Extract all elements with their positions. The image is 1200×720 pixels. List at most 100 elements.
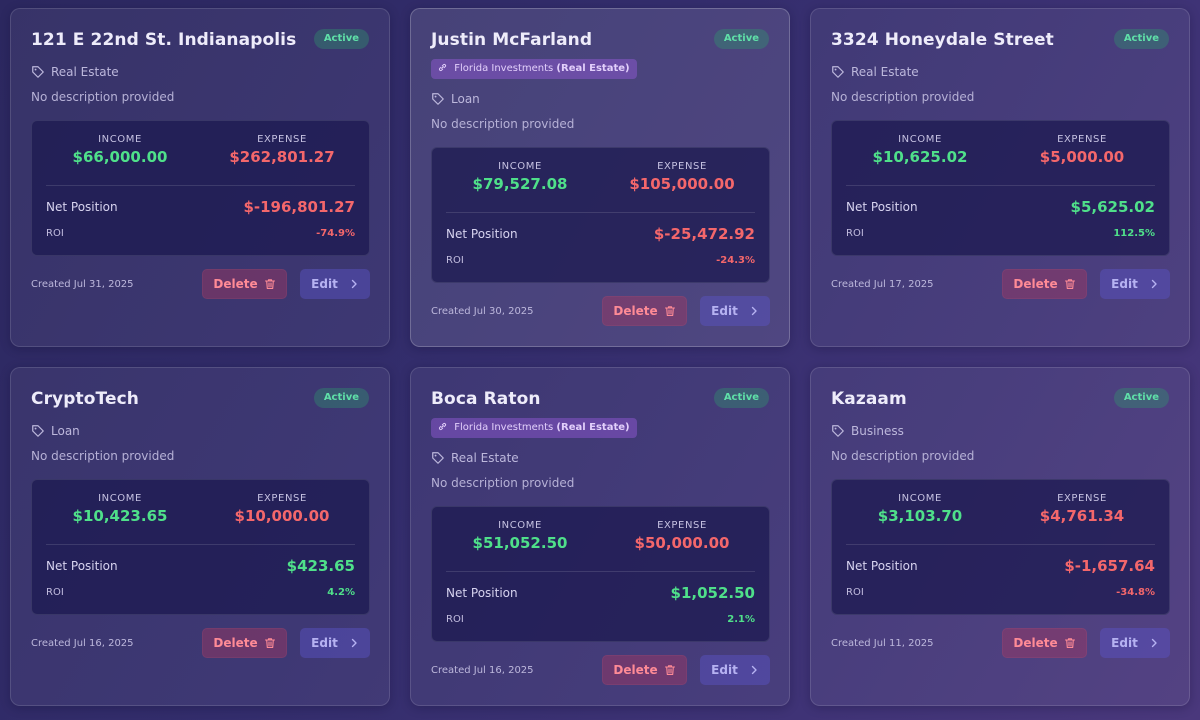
income-label: INCOME bbox=[98, 134, 142, 145]
description: No description provided bbox=[831, 449, 975, 463]
expense-value: $105,000.00 bbox=[629, 175, 735, 193]
trash-icon bbox=[664, 306, 675, 317]
net-position-label: Net Position bbox=[46, 200, 118, 214]
roi-label: ROI bbox=[446, 614, 464, 625]
edit-label: Edit bbox=[311, 277, 338, 291]
status-badge: Active bbox=[1113, 388, 1169, 408]
card-title: Boca Raton bbox=[431, 389, 541, 409]
linked-group-type: (Real Estate) bbox=[556, 422, 630, 433]
net-position-value: $-196,801.27 bbox=[243, 198, 355, 216]
expense-label: EXPENSE bbox=[257, 493, 307, 504]
expense-stat: EXPENSE $5,000.00 bbox=[1002, 134, 1162, 166]
expense-stat: EXPENSE $4,761.34 bbox=[1002, 493, 1162, 525]
delete-label: Delete bbox=[213, 277, 258, 291]
divider bbox=[46, 185, 355, 186]
edit-button[interactable]: Edit bbox=[300, 269, 370, 299]
investment-card[interactable]: CryptoTech Active Loan No description pr… bbox=[10, 367, 390, 706]
chevron-right-icon bbox=[1151, 279, 1157, 289]
investment-card[interactable]: Kazaam Active Business No description pr… bbox=[810, 367, 1190, 706]
divider bbox=[446, 212, 755, 213]
net-position-label: Net Position bbox=[846, 200, 918, 214]
category-label: Loan bbox=[51, 424, 80, 438]
created-date: Created Jul 11, 2025 bbox=[831, 638, 934, 649]
net-position-label: Net Position bbox=[446, 227, 518, 241]
edit-label: Edit bbox=[711, 304, 738, 318]
net-position-value: $-1,657.64 bbox=[1064, 557, 1155, 575]
linked-group-name: Florida Investments bbox=[454, 63, 554, 74]
expense-stat: EXPENSE $262,801.27 bbox=[202, 134, 362, 166]
status-badge: Active bbox=[313, 29, 369, 49]
edit-button[interactable]: Edit bbox=[700, 296, 770, 326]
investment-card[interactable]: 121 E 22nd St. Indianapolis Active Real … bbox=[10, 8, 390, 347]
delete-button[interactable]: Delete bbox=[202, 628, 287, 658]
net-position-label: Net Position bbox=[446, 586, 518, 600]
created-date: Created Jul 17, 2025 bbox=[831, 279, 934, 290]
category-tag: Real Estate bbox=[431, 451, 519, 465]
income-value: $3,103.70 bbox=[877, 507, 963, 525]
delete-button[interactable]: Delete bbox=[1002, 269, 1087, 299]
edit-label: Edit bbox=[711, 663, 738, 677]
linked-group-name: Florida Investments bbox=[454, 422, 554, 433]
investment-card[interactable]: Justin McFarland Active Florida Investme… bbox=[410, 8, 790, 347]
investment-card[interactable]: Boca Raton Active Florida Investments (R… bbox=[410, 367, 790, 706]
edit-button[interactable]: Edit bbox=[1100, 269, 1170, 299]
description: No description provided bbox=[31, 90, 175, 104]
category-label: Loan bbox=[451, 92, 480, 106]
expense-label: EXPENSE bbox=[1057, 134, 1107, 145]
roi-label: ROI bbox=[846, 587, 864, 598]
roi-value: -74.9% bbox=[316, 228, 355, 239]
linked-group-chip[interactable]: Florida Investments (Real Estate) bbox=[431, 418, 637, 438]
income-value: $10,423.65 bbox=[72, 507, 168, 525]
description: No description provided bbox=[431, 476, 575, 490]
expense-value: $5,000.00 bbox=[1039, 148, 1125, 166]
chevron-right-icon bbox=[1151, 638, 1157, 648]
status-badge: Active bbox=[313, 388, 369, 408]
expense-stat: EXPENSE $10,000.00 bbox=[202, 493, 362, 525]
delete-label: Delete bbox=[1013, 277, 1058, 291]
delete-button[interactable]: Delete bbox=[202, 269, 287, 299]
income-label: INCOME bbox=[498, 520, 542, 531]
chevron-right-icon bbox=[751, 665, 757, 675]
income-label: INCOME bbox=[898, 493, 942, 504]
linked-group-type: (Real Estate) bbox=[556, 63, 630, 74]
created-date: Created Jul 31, 2025 bbox=[31, 279, 134, 290]
delete-label: Delete bbox=[613, 304, 658, 318]
category-label: Real Estate bbox=[451, 451, 519, 465]
investment-card[interactable]: 3324 Honeydale Street Active Real Estate… bbox=[810, 8, 1190, 347]
expense-label: EXPENSE bbox=[1057, 493, 1107, 504]
category-tag: Loan bbox=[431, 92, 480, 106]
delete-label: Delete bbox=[613, 663, 658, 677]
divider bbox=[46, 544, 355, 545]
trash-icon bbox=[264, 279, 275, 290]
tag-icon bbox=[32, 425, 44, 437]
roi-label: ROI bbox=[446, 255, 464, 266]
expense-stat: EXPENSE $50,000.00 bbox=[602, 520, 762, 552]
category-tag: Loan bbox=[31, 424, 80, 438]
trash-icon bbox=[1064, 279, 1075, 290]
linked-group-chip[interactable]: Florida Investments (Real Estate) bbox=[431, 59, 637, 79]
chevron-right-icon bbox=[751, 306, 757, 316]
financial-summary: INCOME $51,052.50 EXPENSE $50,000.00 Net… bbox=[431, 506, 770, 642]
card-title: 3324 Honeydale Street bbox=[831, 30, 1054, 50]
edit-label: Edit bbox=[1111, 277, 1138, 291]
edit-button[interactable]: Edit bbox=[1100, 628, 1170, 658]
edit-button[interactable]: Edit bbox=[700, 655, 770, 685]
card-title: Justin McFarland bbox=[431, 30, 593, 50]
income-value: $66,000.00 bbox=[72, 148, 168, 166]
tag-icon bbox=[32, 66, 44, 78]
expense-value: $4,761.34 bbox=[1039, 507, 1125, 525]
income-value: $10,625.02 bbox=[872, 148, 968, 166]
delete-button[interactable]: Delete bbox=[602, 296, 687, 326]
edit-label: Edit bbox=[1111, 636, 1138, 650]
expense-stat: EXPENSE $105,000.00 bbox=[602, 161, 762, 193]
delete-button[interactable]: Delete bbox=[602, 655, 687, 685]
financial-summary: INCOME $79,527.08 EXPENSE $105,000.00 Ne… bbox=[431, 147, 770, 283]
delete-button[interactable]: Delete bbox=[1002, 628, 1087, 658]
roi-label: ROI bbox=[46, 587, 64, 598]
income-stat: INCOME $51,052.50 bbox=[440, 520, 600, 552]
roi-value: -34.8% bbox=[1116, 587, 1155, 598]
category-label: Real Estate bbox=[851, 65, 919, 79]
expense-value: $10,000.00 bbox=[234, 507, 330, 525]
edit-button[interactable]: Edit bbox=[300, 628, 370, 658]
card-title: CryptoTech bbox=[31, 389, 139, 409]
